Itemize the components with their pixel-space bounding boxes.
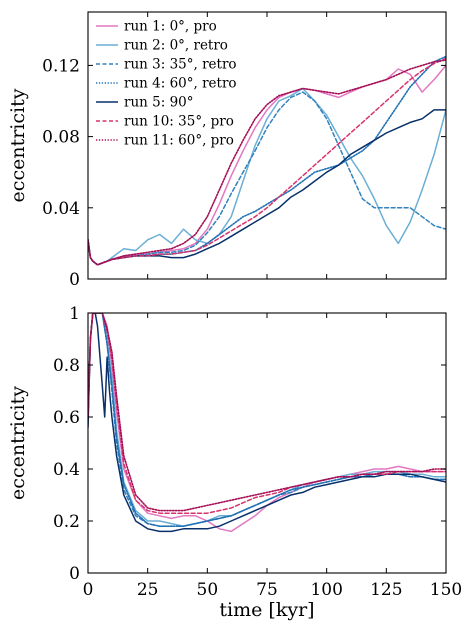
- series-line-1: [88, 313, 446, 533]
- x-tick-label: 50: [197, 580, 219, 600]
- series-group: [88, 313, 446, 533]
- series-line-4: [88, 313, 446, 527]
- legend-label: run 4: 60°, retro: [124, 76, 237, 92]
- panel-bottom: 0 25 50 75 100 125 150 0 0.2 0.4 0.6 0.8 1 eccentrici…: [7, 304, 462, 621]
- series-line-7: [88, 313, 446, 512]
- y-tick-label: 0.08: [42, 128, 80, 148]
- series-line-3: [88, 313, 446, 527]
- x-tick-label: 125: [370, 580, 402, 600]
- legend-label: run 2: 0°, retro: [124, 38, 228, 54]
- x-tick-label: 100: [310, 580, 342, 600]
- y-tick-label: 0.2: [53, 512, 80, 532]
- series-line-7: [88, 59, 446, 266]
- y-tick-label: 0: [69, 564, 80, 584]
- legend-label: run 10: 35°, pro: [124, 114, 234, 130]
- x-tick-label: 150: [430, 580, 462, 600]
- legend: run 1: 0°, pro run 2: 0°, retro run 3: 35°…: [96, 19, 237, 149]
- y-tick-label: 0.6: [53, 408, 80, 428]
- series-line-5: [88, 313, 446, 533]
- series-group: [88, 55, 446, 266]
- x-tick-label: 75: [256, 580, 278, 600]
- legend-label: run 5: 90°: [124, 95, 194, 111]
- legend-label: run 1: 0°, pro: [124, 19, 217, 35]
- y-axis-label: eccentricity: [7, 386, 29, 500]
- y-tick-label: 1: [69, 304, 80, 324]
- x-tick-label: 0: [83, 580, 94, 600]
- y-tick-label: 0.8: [53, 356, 80, 376]
- y-tick-label: 0.04: [42, 199, 80, 219]
- x-tick-label: 25: [137, 580, 159, 600]
- y-axis-label: eccentricity: [7, 88, 29, 202]
- y-tick-label: 0.12: [42, 56, 80, 76]
- y-tick-label: 0: [69, 270, 80, 290]
- y-tick-label: 0.4: [53, 460, 80, 480]
- axes-frame: [87, 312, 447, 574]
- legend-label: run 3: 35°, retro: [124, 57, 237, 73]
- x-axis-label: time [kyr]: [219, 599, 314, 621]
- series-line-6: [88, 313, 446, 514]
- series-line-2: [88, 313, 446, 527]
- legend-label: run 11: 60°, pro: [124, 133, 234, 149]
